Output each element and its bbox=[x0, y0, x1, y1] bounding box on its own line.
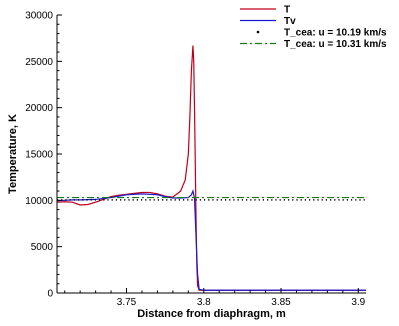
legend-label-2: T_cea: u = 10.19 km/s bbox=[284, 28, 387, 39]
y-tick-label-3: 15000 bbox=[25, 150, 53, 161]
y-tick-label-5: 25000 bbox=[25, 57, 53, 68]
x-axis-title: Distance from diaphragm, m bbox=[137, 308, 286, 320]
y-tick-label-2: 10000 bbox=[25, 196, 53, 207]
y-axis-title: Temperature, K bbox=[7, 114, 19, 194]
y-tick-label-1: 5000 bbox=[31, 242, 54, 253]
x-tick-label-0: 3.75 bbox=[117, 297, 137, 308]
legend-marker-2 bbox=[256, 30, 260, 34]
legend-label-1: Tv bbox=[284, 16, 296, 27]
y-tick-label-6: 30000 bbox=[25, 11, 53, 22]
series-line-0 bbox=[57, 45, 366, 291]
y-tick-label-0: 0 bbox=[47, 289, 53, 300]
legend-label-0: T bbox=[284, 5, 290, 16]
x-tick-label-3: 3.9 bbox=[351, 297, 365, 308]
x-tick-label-2: 3.85 bbox=[271, 297, 291, 308]
series-line-1 bbox=[57, 189, 366, 291]
legend-label-3: T_cea: u = 10.31 km/s bbox=[284, 39, 387, 50]
x-tick-label-1: 3.8 bbox=[197, 297, 211, 308]
y-tick-label-4: 20000 bbox=[25, 103, 53, 114]
